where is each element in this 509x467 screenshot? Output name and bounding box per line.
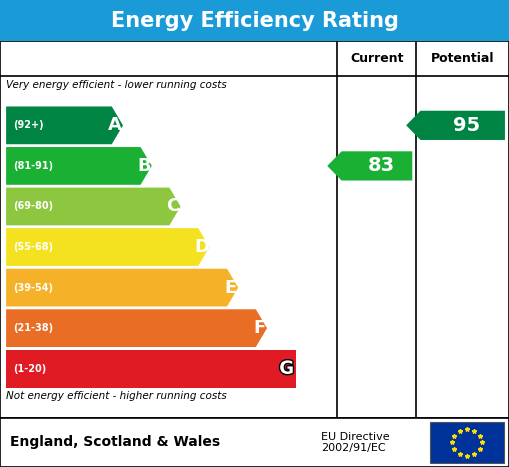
Text: 83: 83	[367, 156, 395, 176]
Text: (55-68): (55-68)	[13, 242, 53, 252]
Text: F: F	[253, 319, 265, 337]
Text: (69-80): (69-80)	[13, 201, 53, 212]
Text: England, Scotland & Wales: England, Scotland & Wales	[10, 436, 220, 449]
Polygon shape	[6, 147, 152, 185]
Bar	[0, 0, 509, 41]
Text: Not energy efficient - higher running costs: Not energy efficient - higher running co…	[6, 391, 227, 401]
Text: (81-91): (81-91)	[13, 161, 53, 171]
Text: A: A	[108, 116, 122, 134]
Polygon shape	[6, 309, 267, 347]
Text: EU Directive
2002/91/EC: EU Directive 2002/91/EC	[321, 432, 389, 453]
Text: Potential: Potential	[431, 52, 494, 65]
Text: 95: 95	[454, 116, 480, 135]
Text: E: E	[224, 279, 237, 297]
Text: C: C	[166, 198, 179, 215]
Bar	[0, 41, 509, 418]
Polygon shape	[6, 228, 209, 266]
Text: (39-54): (39-54)	[13, 283, 53, 293]
Text: (1-20): (1-20)	[13, 364, 46, 374]
Polygon shape	[6, 350, 296, 388]
Polygon shape	[6, 188, 181, 226]
Text: (92+): (92+)	[13, 120, 44, 130]
Text: (21-38): (21-38)	[13, 323, 53, 333]
Text: Current: Current	[350, 52, 404, 65]
Polygon shape	[327, 151, 412, 181]
Polygon shape	[6, 269, 238, 306]
Text: G: G	[279, 360, 294, 378]
Text: B: B	[137, 157, 151, 175]
Polygon shape	[6, 106, 123, 144]
Bar	[0, 418, 509, 467]
Text: Energy Efficiency Rating: Energy Efficiency Rating	[110, 11, 399, 30]
Text: Very energy efficient - lower running costs: Very energy efficient - lower running co…	[6, 80, 227, 90]
Polygon shape	[406, 111, 505, 140]
Text: D: D	[194, 238, 209, 256]
Bar	[430, 422, 504, 463]
